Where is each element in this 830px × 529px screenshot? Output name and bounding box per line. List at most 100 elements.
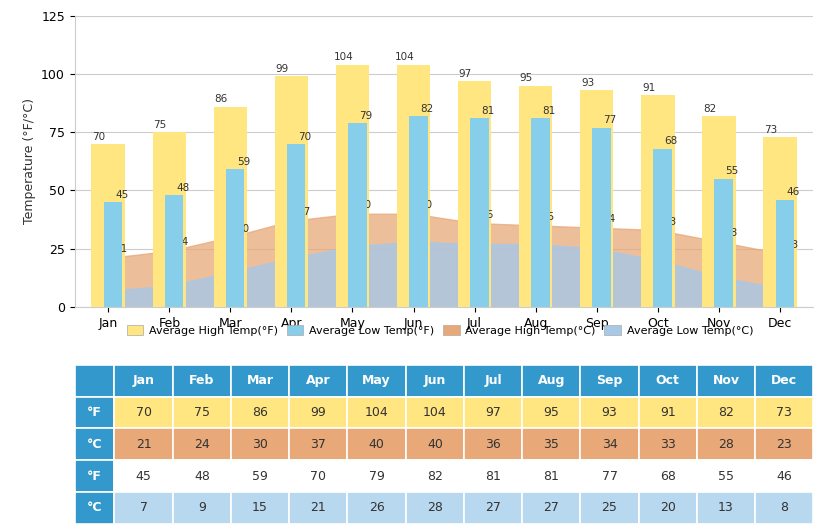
Text: 68: 68	[660, 470, 676, 482]
Text: 104: 104	[394, 52, 414, 62]
Bar	[397, 65, 430, 307]
Bar	[275, 76, 308, 307]
Text: 28: 28	[410, 228, 423, 238]
Text: 33: 33	[660, 438, 676, 451]
Text: 77: 77	[603, 115, 617, 125]
Text: 35: 35	[541, 212, 554, 222]
Text: 81: 81	[485, 470, 501, 482]
Text: 95: 95	[520, 74, 533, 84]
Bar	[213, 107, 247, 307]
Text: 70: 70	[135, 406, 152, 419]
Text: 45: 45	[135, 470, 152, 482]
Text: Feb: Feb	[189, 375, 214, 387]
Text: 93: 93	[602, 406, 618, 419]
Text: 40: 40	[427, 438, 442, 451]
Text: Jul: Jul	[484, 375, 502, 387]
Bar	[593, 127, 611, 307]
Text: 93: 93	[581, 78, 594, 88]
Text: 104: 104	[334, 52, 354, 62]
Bar	[287, 144, 305, 307]
Text: 23: 23	[785, 240, 798, 250]
Text: 86: 86	[215, 94, 228, 104]
Text: 13: 13	[715, 263, 729, 273]
Bar	[226, 169, 244, 307]
Bar	[153, 132, 186, 307]
Text: 28: 28	[427, 501, 442, 514]
Text: Jun: Jun	[423, 375, 446, 387]
Text: 81: 81	[543, 106, 555, 116]
Text: 25: 25	[593, 235, 607, 245]
Bar	[580, 90, 613, 307]
Bar	[715, 179, 733, 307]
Text: 20: 20	[660, 501, 676, 514]
Text: 9: 9	[169, 272, 176, 282]
Text: 59: 59	[237, 157, 251, 167]
Text: 27: 27	[471, 231, 484, 241]
Text: 7: 7	[108, 277, 115, 287]
Text: °C: °C	[87, 501, 102, 514]
Text: 35: 35	[544, 438, 559, 451]
Text: 55: 55	[718, 470, 734, 482]
Text: 59: 59	[252, 470, 268, 482]
Text: 40: 40	[369, 438, 384, 451]
Text: 27: 27	[544, 501, 559, 514]
Text: 68: 68	[665, 136, 678, 146]
Y-axis label: Temperature (°F/°C): Temperature (°F/°C)	[22, 98, 36, 224]
Text: 24: 24	[194, 438, 210, 451]
Text: 104: 104	[423, 406, 447, 419]
Text: 97: 97	[485, 406, 501, 419]
Text: 77: 77	[602, 470, 618, 482]
Text: 37: 37	[310, 438, 326, 451]
Text: 91: 91	[660, 406, 676, 419]
Text: Mar: Mar	[247, 375, 274, 387]
Bar	[165, 195, 183, 307]
Text: 34: 34	[603, 214, 616, 224]
Text: 7: 7	[139, 501, 148, 514]
Text: 21: 21	[310, 501, 326, 514]
Text: 95: 95	[544, 406, 559, 419]
Text: 79: 79	[359, 111, 373, 121]
Bar	[702, 116, 735, 307]
Bar	[349, 123, 367, 307]
Bar	[531, 118, 549, 307]
Bar	[763, 137, 797, 307]
Bar	[653, 149, 671, 307]
Text: 99: 99	[276, 64, 289, 74]
Text: 21: 21	[114, 244, 127, 254]
Text: 48: 48	[176, 183, 189, 193]
Text: 26: 26	[369, 501, 384, 514]
Text: 82: 82	[427, 470, 442, 482]
Bar	[775, 200, 793, 307]
Text: 75: 75	[194, 406, 210, 419]
Text: °C: °C	[87, 438, 102, 451]
Bar	[335, 65, 369, 307]
Text: 21: 21	[288, 244, 301, 254]
Text: 75: 75	[154, 120, 167, 130]
Text: 30: 30	[236, 223, 249, 233]
Text: 28: 28	[725, 228, 738, 238]
Bar	[519, 86, 553, 307]
Text: 24: 24	[175, 238, 188, 248]
Text: 15: 15	[227, 258, 240, 268]
Text: 40: 40	[419, 200, 432, 210]
Text: 82: 82	[718, 406, 734, 419]
Text: Aug: Aug	[538, 375, 565, 387]
Text: 104: 104	[364, 406, 388, 419]
Text: 13: 13	[718, 501, 734, 514]
Legend: Average High Temp(°F), Average Low Temp(°F), Average High Temp(°C), Average Low : Average High Temp(°F), Average Low Temp(…	[122, 321, 758, 340]
Text: 20: 20	[654, 247, 667, 257]
Text: °F: °F	[87, 406, 102, 419]
Text: 70: 70	[310, 470, 326, 482]
Text: Sep: Sep	[597, 375, 622, 387]
Text: 70: 70	[93, 132, 105, 142]
Text: 36: 36	[481, 209, 493, 220]
Text: Apr: Apr	[306, 375, 330, 387]
Bar	[458, 81, 491, 307]
Text: 36: 36	[486, 438, 501, 451]
Text: 27: 27	[532, 231, 545, 241]
Text: 46: 46	[787, 187, 800, 197]
Text: 27: 27	[485, 501, 501, 514]
Text: 81: 81	[481, 106, 495, 116]
Text: 8: 8	[779, 275, 786, 285]
Text: 99: 99	[310, 406, 326, 419]
